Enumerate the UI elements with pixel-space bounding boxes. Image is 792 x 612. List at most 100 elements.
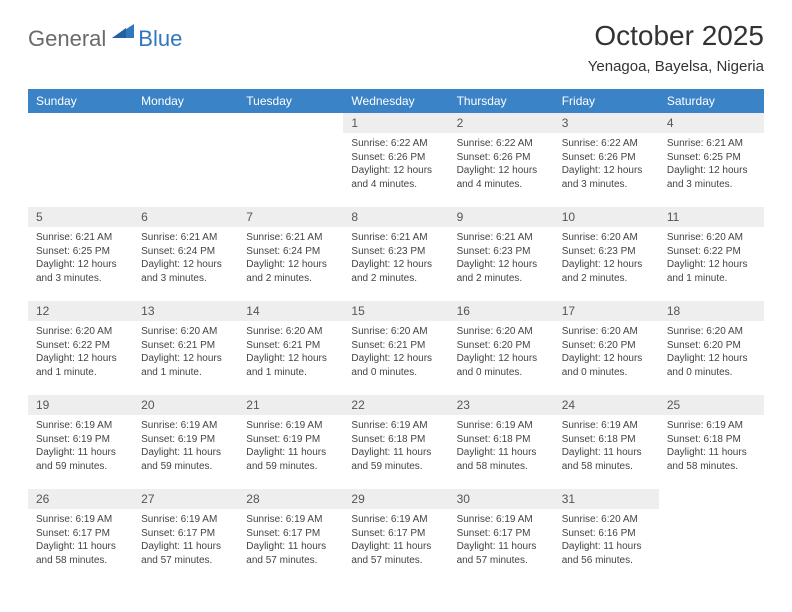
- logo-word-blue: Blue: [138, 26, 182, 52]
- day-number: [28, 113, 133, 133]
- day-details: Sunrise: 6:20 AMSunset: 6:21 PMDaylight:…: [343, 321, 448, 395]
- day-number: 10: [554, 207, 659, 227]
- day-number: 26: [28, 489, 133, 509]
- day-number: 20: [133, 395, 238, 415]
- day-details: Sunrise: 6:20 AMSunset: 6:21 PMDaylight:…: [133, 321, 238, 395]
- day-cell: 19Sunrise: 6:19 AMSunset: 6:19 PMDayligh…: [28, 395, 133, 489]
- day-number: 4: [659, 113, 764, 133]
- day-details: Sunrise: 6:22 AMSunset: 6:26 PMDaylight:…: [343, 133, 448, 207]
- day-number: 1: [343, 113, 448, 133]
- col-wednesday: Wednesday: [343, 89, 448, 113]
- day-details: Sunrise: 6:20 AMSunset: 6:20 PMDaylight:…: [659, 321, 764, 395]
- week-row: 5Sunrise: 6:21 AMSunset: 6:25 PMDaylight…: [28, 207, 764, 301]
- day-cell: 2Sunrise: 6:22 AMSunset: 6:26 PMDaylight…: [449, 113, 554, 207]
- day-cell: 7Sunrise: 6:21 AMSunset: 6:24 PMDaylight…: [238, 207, 343, 301]
- logo-word-general: General: [28, 26, 106, 52]
- day-cell: [238, 113, 343, 207]
- week-row: 1Sunrise: 6:22 AMSunset: 6:26 PMDaylight…: [28, 113, 764, 207]
- location: Yenagoa, Bayelsa, Nigeria: [588, 58, 764, 75]
- day-details: Sunrise: 6:19 AMSunset: 6:17 PMDaylight:…: [28, 509, 133, 583]
- day-details: Sunrise: 6:21 AMSunset: 6:24 PMDaylight:…: [133, 227, 238, 301]
- calendar-page: General Blue October 2025 Yenagoa, Bayel…: [0, 0, 792, 603]
- col-sunday: Sunday: [28, 89, 133, 113]
- day-number: 9: [449, 207, 554, 227]
- day-number: 14: [238, 301, 343, 321]
- day-details: Sunrise: 6:19 AMSunset: 6:19 PMDaylight:…: [238, 415, 343, 489]
- day-details: Sunrise: 6:20 AMSunset: 6:16 PMDaylight:…: [554, 509, 659, 583]
- day-cell: 6Sunrise: 6:21 AMSunset: 6:24 PMDaylight…: [133, 207, 238, 301]
- day-cell: 1Sunrise: 6:22 AMSunset: 6:26 PMDaylight…: [343, 113, 448, 207]
- day-cell: 16Sunrise: 6:20 AMSunset: 6:20 PMDayligh…: [449, 301, 554, 395]
- day-number: 23: [449, 395, 554, 415]
- day-details: [238, 133, 343, 207]
- day-number: 3: [554, 113, 659, 133]
- day-cell: 8Sunrise: 6:21 AMSunset: 6:23 PMDaylight…: [343, 207, 448, 301]
- day-cell: 18Sunrise: 6:20 AMSunset: 6:20 PMDayligh…: [659, 301, 764, 395]
- day-cell: [28, 113, 133, 207]
- day-details: Sunrise: 6:19 AMSunset: 6:18 PMDaylight:…: [659, 415, 764, 489]
- day-cell: 25Sunrise: 6:19 AMSunset: 6:18 PMDayligh…: [659, 395, 764, 489]
- day-details: Sunrise: 6:21 AMSunset: 6:25 PMDaylight:…: [659, 133, 764, 207]
- day-details: Sunrise: 6:20 AMSunset: 6:20 PMDaylight:…: [449, 321, 554, 395]
- col-monday: Monday: [133, 89, 238, 113]
- day-cell: 11Sunrise: 6:20 AMSunset: 6:22 PMDayligh…: [659, 207, 764, 301]
- header: General Blue October 2025 Yenagoa, Bayel…: [28, 20, 764, 75]
- day-number: 7: [238, 207, 343, 227]
- day-details: Sunrise: 6:21 AMSunset: 6:25 PMDaylight:…: [28, 227, 133, 301]
- day-details: Sunrise: 6:22 AMSunset: 6:26 PMDaylight:…: [554, 133, 659, 207]
- day-number: 6: [133, 207, 238, 227]
- day-number: 19: [28, 395, 133, 415]
- col-thursday: Thursday: [449, 89, 554, 113]
- day-number: [133, 113, 238, 133]
- day-cell: 29Sunrise: 6:19 AMSunset: 6:17 PMDayligh…: [343, 489, 448, 583]
- week-row: 12Sunrise: 6:20 AMSunset: 6:22 PMDayligh…: [28, 301, 764, 395]
- day-number: 8: [343, 207, 448, 227]
- day-cell: 15Sunrise: 6:20 AMSunset: 6:21 PMDayligh…: [343, 301, 448, 395]
- col-friday: Friday: [554, 89, 659, 113]
- col-tuesday: Tuesday: [238, 89, 343, 113]
- day-cell: 3Sunrise: 6:22 AMSunset: 6:26 PMDaylight…: [554, 113, 659, 207]
- week-row: 26Sunrise: 6:19 AMSunset: 6:17 PMDayligh…: [28, 489, 764, 583]
- day-cell: 27Sunrise: 6:19 AMSunset: 6:17 PMDayligh…: [133, 489, 238, 583]
- day-details: [659, 509, 764, 583]
- day-cell: 21Sunrise: 6:19 AMSunset: 6:19 PMDayligh…: [238, 395, 343, 489]
- day-details: Sunrise: 6:21 AMSunset: 6:23 PMDaylight:…: [449, 227, 554, 301]
- day-cell: 26Sunrise: 6:19 AMSunset: 6:17 PMDayligh…: [28, 489, 133, 583]
- day-cell: 14Sunrise: 6:20 AMSunset: 6:21 PMDayligh…: [238, 301, 343, 395]
- month-title: October 2025: [588, 20, 764, 52]
- logo-triangle-icon: [112, 24, 134, 43]
- day-number: 15: [343, 301, 448, 321]
- day-details: [133, 133, 238, 207]
- day-number: 16: [449, 301, 554, 321]
- day-number: [238, 113, 343, 133]
- day-details: Sunrise: 6:19 AMSunset: 6:17 PMDaylight:…: [238, 509, 343, 583]
- day-number: 21: [238, 395, 343, 415]
- day-details: Sunrise: 6:20 AMSunset: 6:22 PMDaylight:…: [28, 321, 133, 395]
- col-saturday: Saturday: [659, 89, 764, 113]
- title-block: October 2025 Yenagoa, Bayelsa, Nigeria: [588, 20, 764, 75]
- day-details: Sunrise: 6:19 AMSunset: 6:18 PMDaylight:…: [343, 415, 448, 489]
- day-number: 27: [133, 489, 238, 509]
- day-cell: 20Sunrise: 6:19 AMSunset: 6:19 PMDayligh…: [133, 395, 238, 489]
- day-details: Sunrise: 6:20 AMSunset: 6:22 PMDaylight:…: [659, 227, 764, 301]
- day-cell: 10Sunrise: 6:20 AMSunset: 6:23 PMDayligh…: [554, 207, 659, 301]
- day-details: Sunrise: 6:19 AMSunset: 6:19 PMDaylight:…: [28, 415, 133, 489]
- day-details: Sunrise: 6:19 AMSunset: 6:18 PMDaylight:…: [554, 415, 659, 489]
- day-cell: 30Sunrise: 6:19 AMSunset: 6:17 PMDayligh…: [449, 489, 554, 583]
- day-details: Sunrise: 6:19 AMSunset: 6:17 PMDaylight:…: [133, 509, 238, 583]
- day-number: 12: [28, 301, 133, 321]
- day-number: [659, 489, 764, 509]
- day-cell: [659, 489, 764, 583]
- day-cell: 22Sunrise: 6:19 AMSunset: 6:18 PMDayligh…: [343, 395, 448, 489]
- day-cell: 31Sunrise: 6:20 AMSunset: 6:16 PMDayligh…: [554, 489, 659, 583]
- day-details: Sunrise: 6:19 AMSunset: 6:17 PMDaylight:…: [449, 509, 554, 583]
- day-details: [28, 133, 133, 207]
- day-details: Sunrise: 6:19 AMSunset: 6:18 PMDaylight:…: [449, 415, 554, 489]
- day-number: 31: [554, 489, 659, 509]
- day-number: 5: [28, 207, 133, 227]
- week-row: 19Sunrise: 6:19 AMSunset: 6:19 PMDayligh…: [28, 395, 764, 489]
- day-number: 2: [449, 113, 554, 133]
- day-details: Sunrise: 6:21 AMSunset: 6:24 PMDaylight:…: [238, 227, 343, 301]
- day-number: 28: [238, 489, 343, 509]
- day-number: 29: [343, 489, 448, 509]
